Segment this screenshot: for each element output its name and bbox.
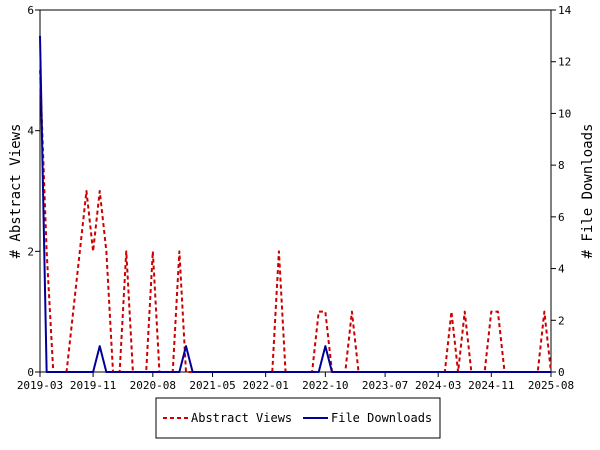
legend: Abstract Views File Downloads — [155, 397, 441, 439]
y-right-tick-label: 12 — [558, 56, 571, 69]
y-axis-right: 0 2 4 6 8 10 12 14 — [551, 4, 572, 379]
x-tick-label: 2023-07 — [362, 379, 408, 392]
x-tick-label: 2022-10 — [302, 379, 348, 392]
series-layer — [39, 35, 552, 373]
y-right-tick-label: 8 — [558, 159, 565, 172]
legend-label-file-downloads: File Downloads — [331, 411, 432, 425]
y-axis-left: 0 2 4 6 — [27, 4, 40, 379]
y-left-tick-label: 0 — [27, 366, 34, 379]
x-tick-label: 2019-03 — [17, 379, 63, 392]
x-tick-label: 2022-01 — [242, 379, 288, 392]
y-right-tick-label: 14 — [558, 4, 572, 17]
y-right-tick-label: 0 — [558, 366, 565, 379]
x-tick-label: 2024-11 — [468, 379, 514, 392]
y-axis-left-label: # Abstract Views — [8, 124, 24, 259]
x-tick-label: 2024-03 — [415, 379, 461, 392]
x-tick-label: 2020-08 — [130, 379, 176, 392]
y-right-tick-label: 10 — [558, 107, 571, 120]
y-left-tick-label: 2 — [27, 245, 34, 258]
y-right-tick-label: 6 — [558, 211, 565, 224]
x-axis: 2019-03 2019-11 2020-08 2021-05 2022-01 2022-… — [17, 372, 574, 392]
y-left-tick-label: 4 — [27, 125, 34, 138]
y-left-tick-label: 6 — [27, 4, 34, 17]
series-line-file-downloads — [39, 35, 551, 373]
y-axis-right-label: # File Downloads — [580, 124, 596, 259]
plot-area — [39, 9, 552, 373]
legend-box — [155, 397, 441, 439]
y-right-tick-label: 2 — [558, 314, 565, 327]
x-tick-label: 2025-08 — [528, 379, 574, 392]
x-tick-label: 2021-05 — [189, 379, 235, 392]
legend-label-abstract-views: Abstract Views — [191, 411, 292, 425]
y-right-tick-label: 4 — [558, 263, 565, 276]
x-tick-label: 2019-11 — [70, 379, 116, 392]
